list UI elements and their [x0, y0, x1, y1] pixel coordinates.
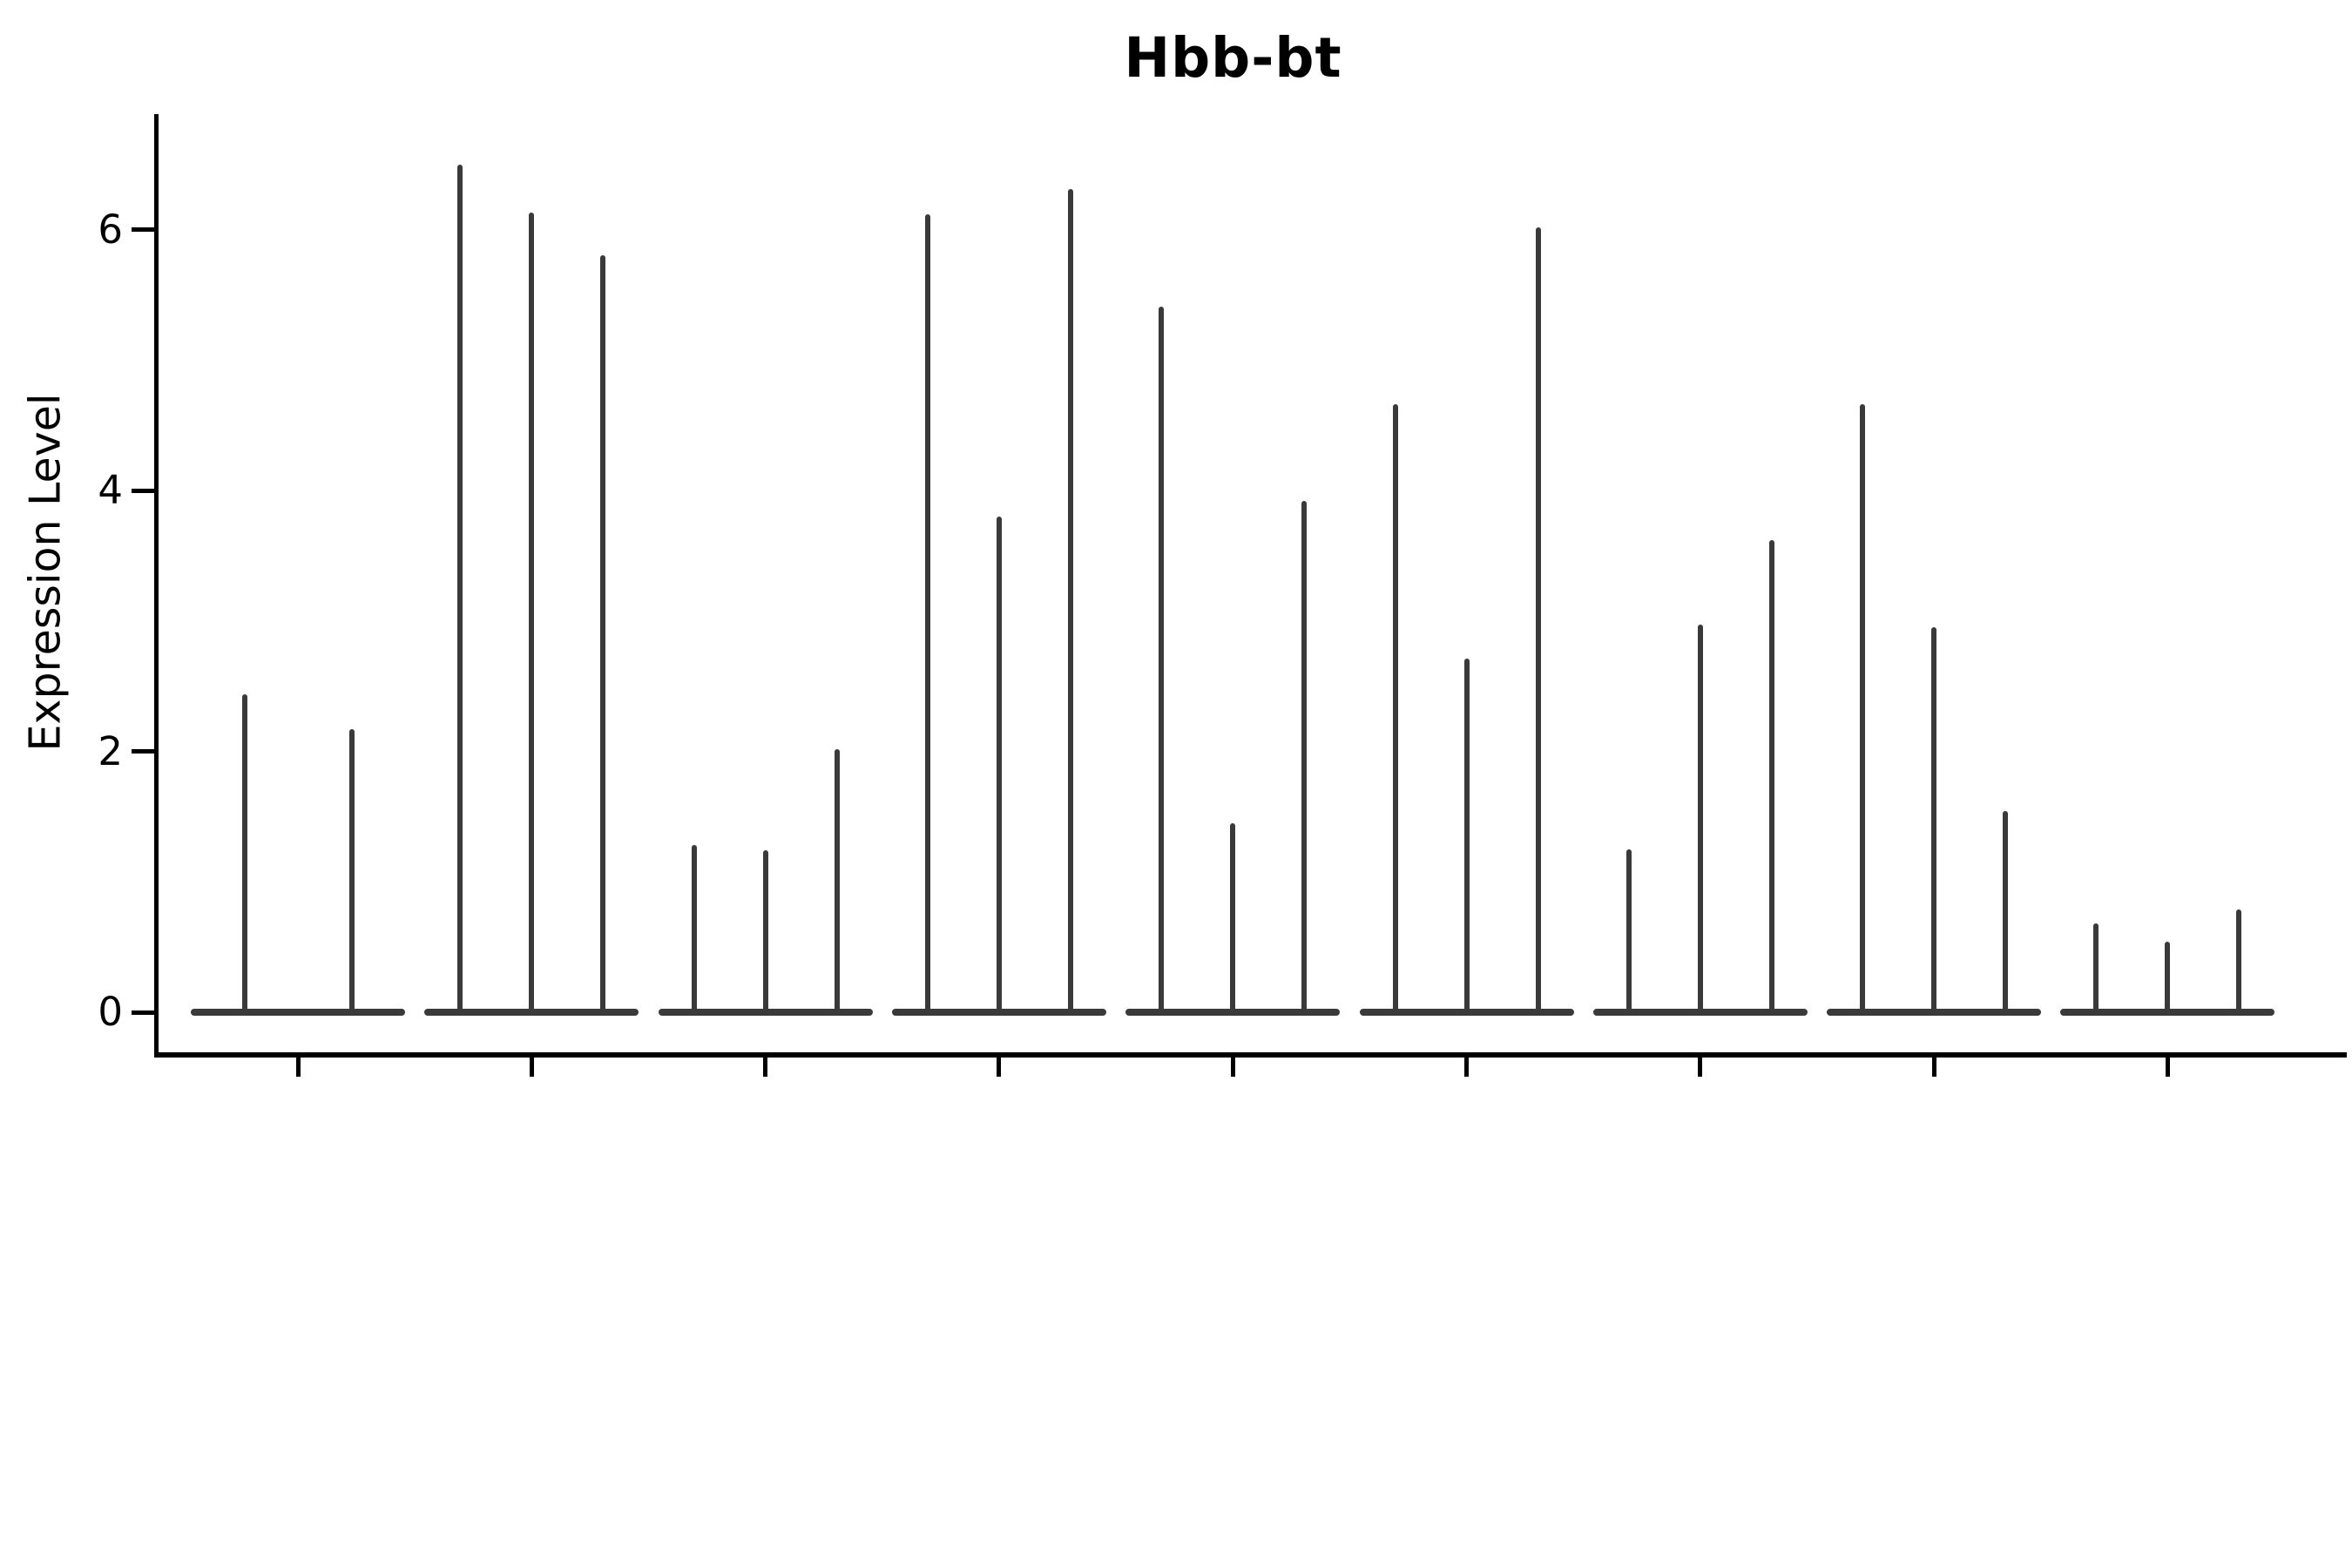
violin-base	[891, 1009, 1106, 1016]
violin-spike	[1931, 627, 1937, 1012]
y-tick-label: 6	[98, 206, 123, 253]
violin-spike	[1230, 822, 1236, 1012]
violin-spike	[2003, 811, 2009, 1012]
y-axis-title: Expression Level	[20, 393, 71, 752]
x-tick	[1931, 1058, 1936, 1077]
violin-base	[191, 1009, 405, 1016]
violin-spike	[762, 850, 768, 1012]
x-tick	[1230, 1058, 1235, 1077]
violin-spike	[1463, 659, 1470, 1012]
violin-spike	[996, 516, 1002, 1012]
violin-spike	[2165, 942, 2171, 1012]
violin-spike	[1392, 404, 1398, 1012]
x-tick	[1464, 1058, 1469, 1077]
violin-spike	[2236, 909, 2242, 1012]
y-tick	[132, 488, 154, 493]
x-axis-spine	[154, 1052, 2347, 1058]
violin-spike	[2093, 923, 2099, 1012]
x-tick	[997, 1058, 1002, 1077]
x-tick	[295, 1058, 301, 1077]
y-tick-label: 2	[98, 727, 123, 774]
violin-spike	[1697, 625, 1703, 1012]
violin-base	[1125, 1009, 1341, 1016]
violin-spike	[1535, 226, 1541, 1012]
y-axis-spine	[154, 114, 159, 1058]
violin-spike	[600, 255, 606, 1012]
y-tick	[132, 1010, 154, 1015]
violin-spike	[1301, 500, 1308, 1012]
violin-spike	[1067, 189, 1073, 1012]
violin-spike	[1159, 306, 1165, 1012]
x-tick	[763, 1058, 768, 1077]
violin-spike	[348, 729, 355, 1012]
y-tick	[132, 749, 154, 754]
violin-spike	[691, 845, 697, 1012]
violin-spike	[529, 213, 535, 1012]
y-tick	[132, 227, 154, 232]
violin-base	[1827, 1009, 2042, 1016]
violin-spike	[457, 164, 463, 1012]
x-tick	[2165, 1058, 2170, 1077]
violin-spike	[1768, 539, 1774, 1012]
violin-spike	[241, 693, 247, 1012]
violin-spike	[834, 748, 840, 1012]
y-tick-label: 0	[98, 989, 123, 1035]
violin-spike	[924, 213, 930, 1012]
violin-base	[2060, 1009, 2275, 1016]
plot-title: Hbb-bt	[1124, 26, 1342, 90]
x-tick	[529, 1058, 534, 1077]
x-tick	[1698, 1058, 1703, 1077]
violin-base	[1359, 1009, 1574, 1016]
violin-base	[658, 1009, 873, 1016]
violin-spike	[1860, 404, 1866, 1012]
violin-spike	[1625, 848, 1632, 1012]
violin-base	[1592, 1009, 1808, 1016]
violin-base	[424, 1009, 639, 1016]
y-tick-label: 4	[98, 467, 123, 513]
